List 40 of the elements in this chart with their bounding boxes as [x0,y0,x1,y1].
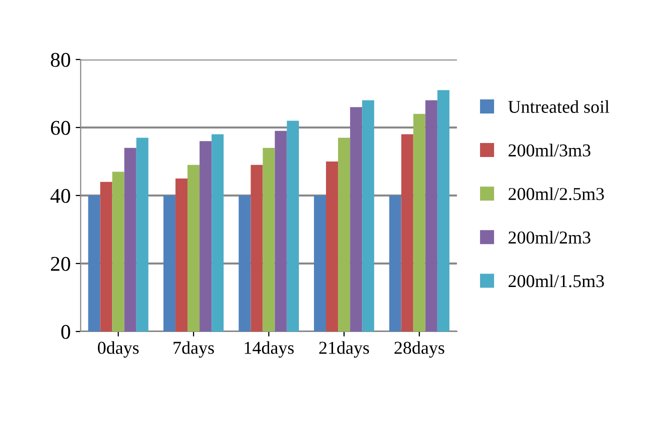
x-tick-label: 21days [319,341,369,358]
bar [112,172,124,332]
bar [413,114,426,332]
bar [100,182,112,332]
bar [238,196,251,332]
bar [274,130,287,332]
bar [401,134,414,332]
bar [212,134,224,332]
x-tick-label: 28days [394,341,444,358]
bar [124,148,136,332]
bar [88,196,100,332]
bar [136,138,148,332]
x-tick-label: 14days [244,341,294,358]
bar [262,148,275,332]
bar [437,90,450,332]
bar [350,107,362,332]
bar [338,138,350,332]
bar [250,164,263,332]
y-tick-label: 0 [61,324,70,339]
bar [389,196,402,332]
legend-label: 200ml/2m3 [508,230,590,244]
legend-label: Untreated soil [508,100,610,113]
legend-label: 200ml/2.5m3 [508,187,604,200]
bar [200,141,212,332]
legend-label: 200ml/3m3 [508,144,590,157]
bar [188,164,200,332]
y-tick-label: 20 [51,256,70,271]
x-tick-label: 0days [98,341,139,358]
bar [425,100,438,332]
y-tick-label: 80 [50,52,70,67]
bar [314,196,326,332]
x-tick-label: 7days [174,341,214,358]
bar [175,178,188,332]
y-tick-label: 40 [50,188,70,203]
y-tick-label: 60 [50,120,70,135]
bar [163,196,176,332]
bar [286,120,299,332]
legend-label: 200ml/1.5m3 [508,274,604,288]
bar [362,100,374,332]
bar [326,162,338,332]
